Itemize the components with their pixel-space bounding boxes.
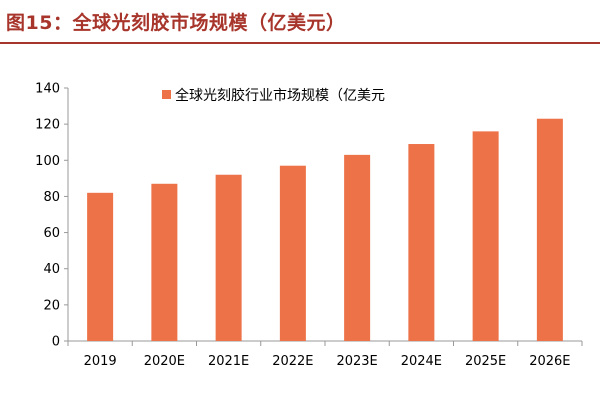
y-tick-label: 100: [35, 154, 60, 169]
bar-2026E: [536, 118, 563, 341]
figure-title: 图15：全球光刻胶市场规模（亿美元）: [6, 12, 346, 34]
x-tick-label: 2025E: [465, 354, 506, 369]
y-tick-label: 120: [35, 118, 60, 133]
y-tick-label: 60: [43, 226, 60, 241]
bar-2022E: [279, 165, 306, 341]
x-tick-label: 2022E: [272, 354, 313, 369]
x-axis: 2019 2020E 2021E 2022E 2023E 2024E 2025E 2026E: [67, 340, 583, 369]
y-tick-label: 140: [35, 82, 60, 97]
x-tick-label: 2021E: [208, 354, 249, 369]
y-axis: 0 20 40 60 80 100 120 140: [35, 82, 69, 350]
y-tick-label: 0: [52, 335, 60, 350]
legend-swatch: [162, 90, 171, 99]
legend-label: 全球光刻胶行业市场规模（亿美元: [175, 87, 385, 104]
bar-2025E: [472, 131, 499, 341]
bar-2019: [87, 192, 114, 341]
y-tick-label: 40: [43, 262, 60, 277]
figure-header: 图15：全球光刻胶市场规模（亿美元）: [0, 0, 600, 44]
bar-2020E: [151, 183, 178, 341]
title-divider: [0, 42, 600, 44]
bar-2024E: [408, 144, 435, 341]
y-tick-label: 80: [43, 190, 60, 205]
legend: 全球光刻胶行业市场规模（亿美元: [162, 87, 385, 104]
x-tick-label: 2026E: [529, 354, 570, 369]
x-tick-label: 2024E: [401, 354, 442, 369]
bars: [87, 118, 563, 341]
bar-2021E: [215, 174, 242, 341]
y-tick-label: 20: [43, 298, 60, 313]
x-tick-label: 2023E: [336, 354, 377, 369]
bar-2023E: [344, 154, 371, 341]
x-tick-label: 2019: [84, 354, 117, 369]
x-tick-label: 2020E: [144, 354, 185, 369]
